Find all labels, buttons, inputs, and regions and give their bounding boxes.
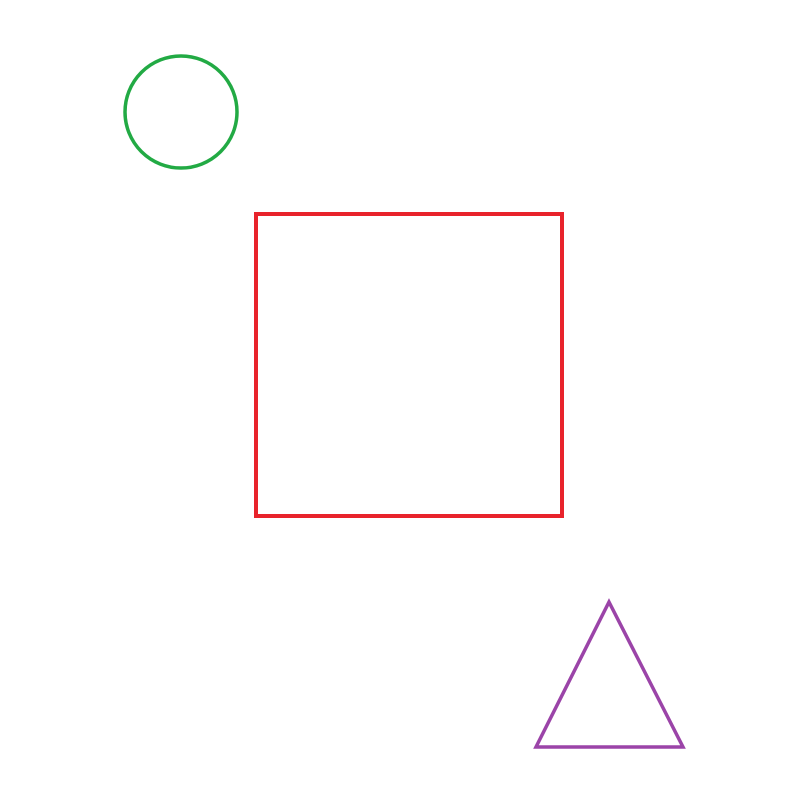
purple-triangle [533,598,686,749]
green-circle [123,54,239,170]
red-square [254,212,564,518]
